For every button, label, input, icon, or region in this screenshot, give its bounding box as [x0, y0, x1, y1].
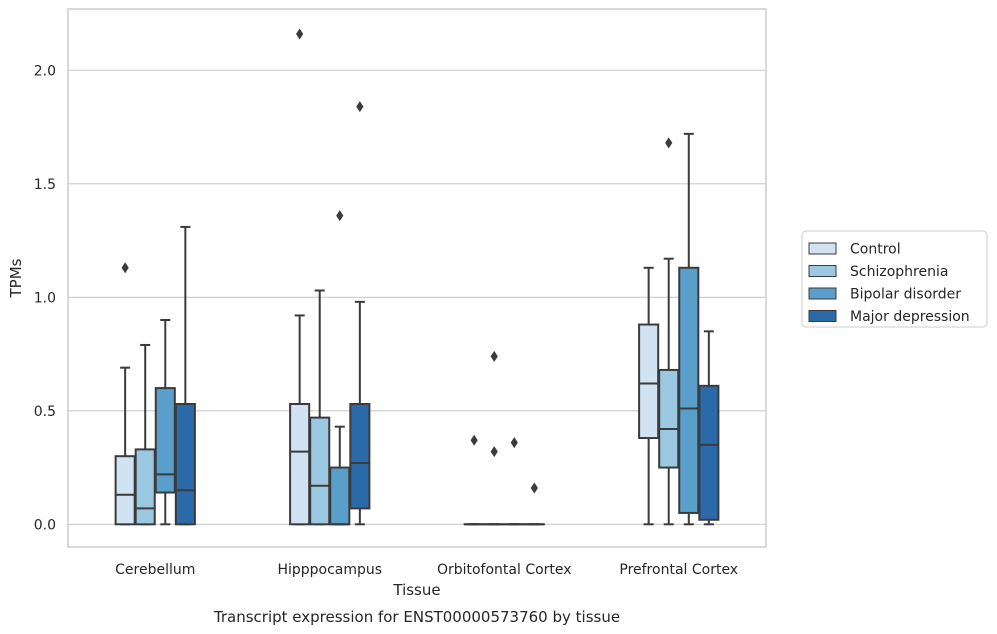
outlier-point	[336, 210, 344, 222]
outlier-point	[490, 350, 498, 362]
x-axis-ticks: Cerebellum Hipppocampus Orbitofontal Corte…	[115, 562, 738, 578]
plot-frame	[67, 8, 767, 548]
box	[349, 101, 371, 526]
box	[329, 210, 351, 526]
x-tick-label: Prefrontal Cortex	[619, 562, 738, 578]
series-bipolar-disorder	[154, 132, 700, 526]
legend-swatch	[808, 310, 837, 322]
box-iqr	[114, 455, 136, 526]
box	[483, 350, 505, 526]
y-tick-label: 2.0	[34, 63, 56, 79]
legend-frame	[801, 230, 988, 328]
box-iqr	[638, 323, 660, 440]
legend-swatch	[808, 265, 837, 277]
box-iqr	[329, 466, 351, 526]
y-tick-label: 1.0	[34, 290, 56, 306]
legend-item: Control	[808, 242, 901, 258]
y-tick-label: 0.5	[34, 404, 56, 420]
outlier-point	[356, 101, 364, 113]
box	[658, 137, 680, 526]
x-axis-label: Tissue	[392, 581, 440, 599]
outlier-point	[296, 28, 304, 40]
box-iqr	[174, 402, 196, 526]
outlier-point	[121, 262, 129, 274]
legend-item: Bipolar disorder	[808, 287, 961, 303]
box-iqr	[658, 368, 680, 469]
outlier-point	[530, 482, 538, 494]
box	[463, 434, 485, 526]
box-iqr	[349, 402, 371, 510]
legend-swatch	[808, 242, 837, 255]
box	[289, 28, 311, 526]
x-tick-label: Orbitofontal Cortex	[437, 562, 572, 578]
box-iqr	[678, 266, 700, 514]
legend-label: Control	[850, 242, 901, 258]
x-tick-label: Hipppocampus	[277, 562, 382, 578]
legend-label: Major depression	[850, 309, 970, 325]
outlier-point	[470, 434, 478, 446]
box	[678, 132, 700, 526]
series-major-depression	[174, 101, 720, 526]
box	[523, 482, 545, 526]
legend-item: Major depression	[808, 309, 970, 325]
legend-swatch	[808, 287, 837, 300]
legend-label: Bipolar disorder	[850, 287, 961, 303]
series-schizophrenia	[134, 137, 680, 526]
x-tick-label: Cerebellum	[115, 562, 195, 578]
box-iqr	[309, 416, 331, 526]
box-iqr	[289, 402, 311, 526]
outlier-point	[510, 437, 518, 449]
box-series	[114, 28, 720, 526]
y-axis-ticks: 0.0 0.5 1.0 1.5 2.0	[34, 63, 56, 533]
box	[698, 330, 720, 526]
legend-label: Schizophrenia	[850, 264, 948, 280]
box-iqr	[134, 448, 156, 526]
chart-caption: Transcript expression for ENST0000057376…	[213, 608, 620, 626]
y-tick-label: 1.5	[34, 177, 56, 193]
outlier-point	[490, 446, 498, 458]
y-axis-label: TPMs	[7, 258, 25, 298]
box	[154, 318, 176, 526]
y-tick-label: 0.0	[34, 517, 56, 533]
box-iqr	[698, 384, 720, 521]
box	[503, 437, 525, 526]
box-iqr	[154, 387, 176, 494]
series-control	[114, 28, 660, 526]
box	[174, 225, 196, 526]
box	[309, 289, 331, 526]
box	[114, 262, 136, 526]
legend: Control Schizophrenia Bipolar disorder Majo…	[801, 230, 988, 328]
legend-item: Schizophrenia	[808, 264, 948, 280]
box	[638, 266, 660, 526]
outlier-point	[665, 137, 673, 149]
box	[134, 343, 156, 526]
